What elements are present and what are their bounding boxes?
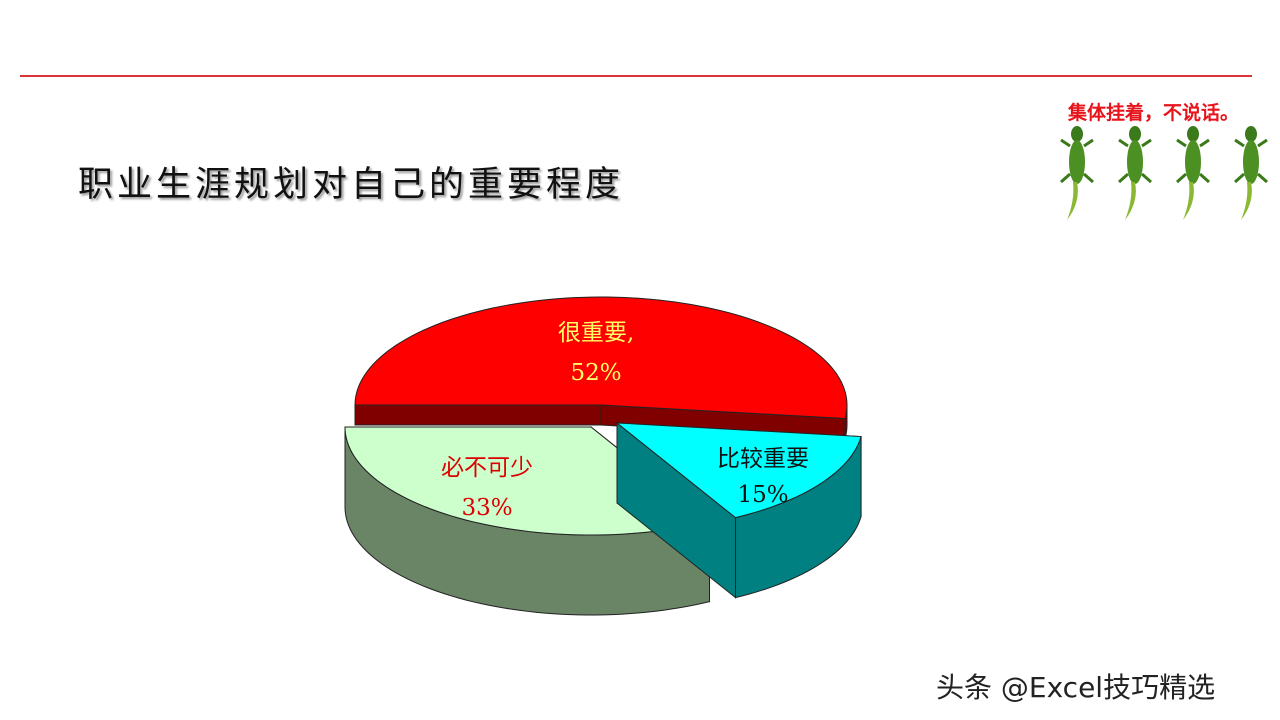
lizard-icon: [1060, 126, 1094, 220]
lizard-images: [1060, 124, 1269, 222]
slice-label: 很重要,: [558, 320, 634, 346]
lizard-caption: 集体挂着，不说话。: [1068, 102, 1240, 124]
slice-label: 比较重要: [717, 446, 809, 472]
slice-cut-wall: [354, 404, 602, 426]
slide-title: 职业生涯规划对自己的重要程度: [78, 165, 625, 205]
pie-slice: [354, 296, 848, 420]
watermark: 头条 @Excel技巧精选: [936, 671, 1216, 704]
pie-slice: [615, 422, 862, 519]
slice-percent: 52%: [570, 360, 621, 386]
slice-percent: 15%: [737, 482, 788, 508]
header-rule: [20, 75, 1252, 77]
slice-label: 必不可少: [441, 455, 533, 481]
slice-percent: 33%: [461, 495, 512, 521]
